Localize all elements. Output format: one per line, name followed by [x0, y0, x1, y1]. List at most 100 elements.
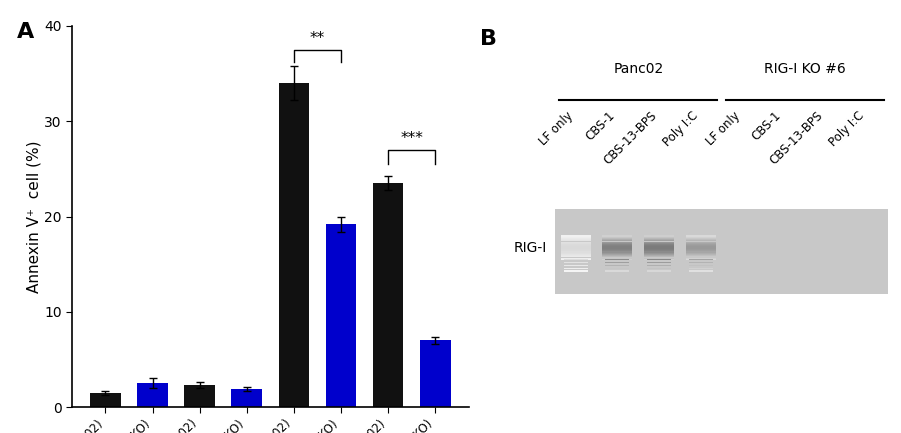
Bar: [605, 262, 630, 263]
Bar: [603, 243, 633, 244]
Text: A: A: [16, 22, 34, 42]
Bar: [644, 239, 674, 240]
Bar: [603, 252, 633, 254]
Bar: [560, 248, 591, 249]
Bar: [688, 265, 713, 266]
Bar: [603, 238, 633, 239]
Bar: [644, 250, 674, 251]
Bar: [686, 246, 715, 248]
Bar: [688, 262, 713, 263]
Bar: [603, 242, 633, 243]
Bar: [647, 270, 671, 271]
Bar: [686, 255, 715, 256]
Bar: [564, 268, 587, 269]
Text: **: **: [310, 31, 325, 46]
Bar: [278, 83, 309, 407]
Bar: [605, 270, 630, 271]
Bar: [647, 268, 671, 269]
Bar: [603, 248, 633, 249]
Bar: [644, 252, 674, 254]
Bar: [603, 240, 633, 242]
Bar: [560, 249, 591, 250]
Text: RIG-I KO #6: RIG-I KO #6: [764, 62, 846, 76]
Text: CBS-1: CBS-1: [583, 109, 617, 143]
Text: CBS-1: CBS-1: [750, 109, 784, 143]
Bar: [686, 256, 715, 258]
Bar: [686, 259, 715, 260]
Bar: [603, 256, 633, 258]
Bar: [555, 209, 888, 294]
Bar: [232, 389, 262, 407]
Bar: [564, 265, 587, 266]
Bar: [373, 183, 404, 407]
Bar: [644, 248, 674, 249]
Bar: [560, 250, 591, 251]
Bar: [560, 246, 591, 248]
Bar: [686, 242, 715, 243]
Bar: [686, 243, 715, 244]
Bar: [605, 265, 630, 266]
Bar: [560, 238, 591, 239]
Bar: [560, 254, 591, 255]
Bar: [603, 255, 633, 256]
Bar: [686, 245, 715, 246]
Bar: [560, 240, 591, 242]
Bar: [564, 262, 587, 263]
Bar: [647, 259, 671, 260]
Bar: [644, 246, 674, 248]
Bar: [560, 242, 591, 243]
Bar: [420, 340, 450, 407]
Bar: [560, 255, 591, 256]
Text: CBS-13-BPS: CBS-13-BPS: [768, 109, 825, 168]
Bar: [644, 256, 674, 258]
Bar: [644, 244, 674, 245]
Bar: [686, 244, 715, 245]
Bar: [647, 265, 671, 266]
Text: CBS-13-BPS: CBS-13-BPS: [601, 109, 660, 168]
Bar: [560, 243, 591, 244]
Text: Poly I:C: Poly I:C: [660, 109, 701, 149]
Bar: [603, 250, 633, 251]
Bar: [644, 240, 674, 242]
Bar: [603, 236, 633, 238]
Bar: [560, 258, 591, 259]
Bar: [137, 383, 168, 407]
Bar: [686, 236, 715, 238]
Bar: [644, 243, 674, 244]
Bar: [688, 270, 713, 271]
Text: Panc02: Panc02: [614, 62, 663, 76]
Bar: [603, 246, 633, 248]
Y-axis label: Annexin V⁺  cell (%): Annexin V⁺ cell (%): [26, 140, 41, 293]
Bar: [644, 242, 674, 243]
Bar: [644, 236, 674, 238]
Bar: [686, 249, 715, 250]
Text: LF only: LF only: [537, 109, 576, 148]
Bar: [603, 254, 633, 255]
Bar: [603, 245, 633, 246]
Bar: [686, 254, 715, 255]
Bar: [603, 239, 633, 240]
Text: ***: ***: [400, 131, 423, 146]
Bar: [688, 259, 713, 260]
Bar: [686, 258, 715, 259]
Bar: [644, 238, 674, 239]
Bar: [686, 239, 715, 240]
Bar: [644, 259, 674, 260]
Bar: [686, 248, 715, 249]
Bar: [325, 224, 356, 407]
Bar: [644, 258, 674, 259]
Bar: [564, 270, 587, 271]
Text: RIG-I: RIG-I: [514, 241, 547, 255]
Text: B: B: [479, 29, 496, 49]
Bar: [647, 262, 671, 263]
Bar: [560, 256, 591, 258]
Bar: [560, 236, 591, 238]
Text: Poly I:C: Poly I:C: [827, 109, 868, 149]
Bar: [560, 245, 591, 246]
Bar: [603, 258, 633, 259]
Bar: [564, 259, 587, 260]
Bar: [560, 244, 591, 245]
Bar: [644, 254, 674, 255]
Bar: [560, 259, 591, 260]
Bar: [644, 255, 674, 256]
